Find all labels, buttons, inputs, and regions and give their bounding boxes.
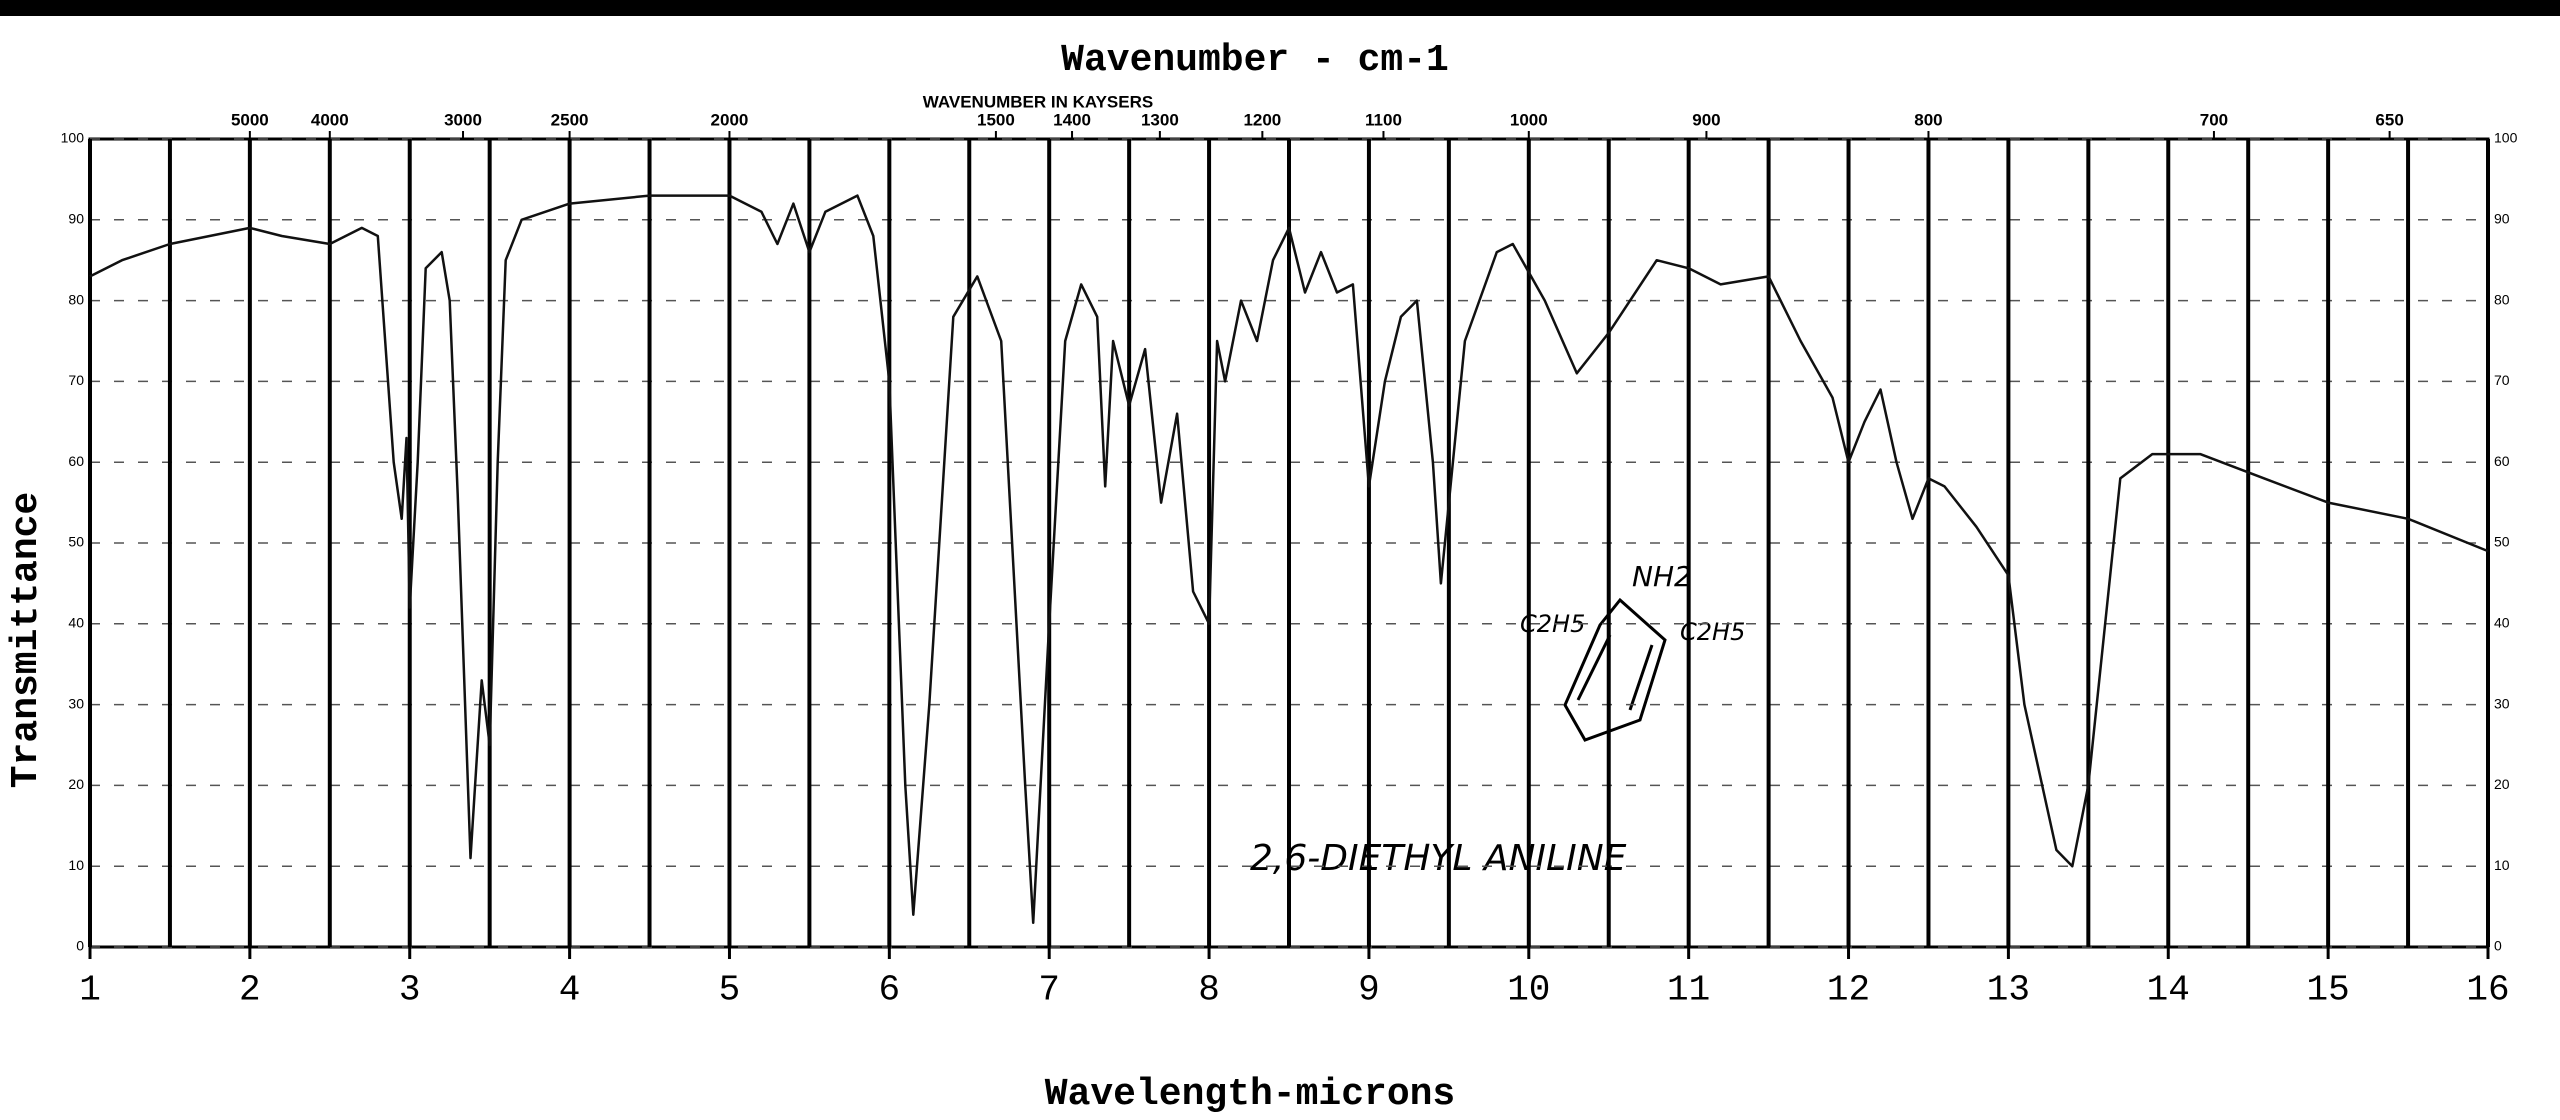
x2-tick-label: 1000 (1510, 110, 1548, 129)
y-tick-label: 0 (2494, 938, 2502, 954)
y-tick-label: 70 (2494, 372, 2510, 388)
y-tick-label: 50 (68, 534, 84, 550)
x-axis-label: Wavelength-microns (1045, 1073, 1455, 1116)
x2-tick-label: 900 (1692, 110, 1720, 129)
x2-tick-label: 4000 (311, 110, 349, 129)
x-tick-label: 11 (1667, 970, 1710, 1011)
y-tick-label: 20 (68, 776, 84, 792)
x-tick-label: 6 (879, 970, 901, 1011)
y-tick-label: 30 (68, 695, 84, 711)
x2-tick-label: 3000 (444, 110, 482, 129)
y-tick-label: 60 (68, 453, 84, 469)
x-tick-label: 13 (1987, 970, 2030, 1011)
y-tick-label: 60 (2494, 453, 2510, 469)
x-tick-label: 4 (559, 970, 581, 1011)
x-tick-label: 7 (1038, 970, 1060, 1011)
x-tick-label: 2 (239, 970, 261, 1011)
y-tick-label: 100 (61, 130, 85, 146)
x2-tick-label: 1200 (1243, 110, 1281, 129)
x2-tick-label: 1400 (1053, 110, 1091, 129)
chart-title: Wavenumber - cm-1 (1061, 39, 1449, 82)
y-tick-label: 40 (68, 615, 84, 631)
y-tick-label: 0 (76, 938, 84, 954)
y-tick-label: 80 (68, 291, 84, 307)
x2-tick-label: 800 (1914, 110, 1942, 129)
ring-bond (1576, 634, 1612, 701)
spectrum-line (89, 194, 2489, 925)
x-tick-label: 9 (1358, 970, 1380, 1011)
x-tick-label: 3 (399, 970, 421, 1011)
structure (1563, 597, 1667, 742)
structure-label: C2H5 (1680, 618, 1745, 646)
y-axis-label: Transmittance (5, 492, 48, 788)
y-tick-label: 30 (2494, 695, 2510, 711)
x-tick-label: 10 (1507, 970, 1550, 1011)
top-band (0, 0, 2560, 16)
x-tick-label: 8 (1198, 970, 1220, 1011)
y-tick-label: 80 (2494, 291, 2510, 307)
y-tick-label: 90 (68, 211, 84, 227)
x2-tick-label: 1100 (1365, 110, 1402, 129)
x2-tick-label: 2000 (711, 110, 749, 129)
compound-name: 2,6-DIETHYL ANILINE (1250, 838, 1627, 879)
y-tick-label: 10 (68, 857, 84, 873)
x2-tick-label: 5000 (231, 110, 269, 129)
x2-tick-label: 650 (2375, 110, 2403, 129)
x-tick-label: 14 (2147, 970, 2190, 1011)
y-tick-label: 70 (68, 372, 84, 388)
ring-bond (1628, 644, 1654, 711)
x2-axis-label: WAVENUMBER IN KAYSERS (923, 92, 1153, 111)
x2-tick-label: 700 (2200, 110, 2228, 129)
benzene-ring (1563, 597, 1667, 742)
x-tick-label: 5 (719, 970, 741, 1011)
y-tick-label: 100 (2494, 130, 2518, 146)
y-tick-label: 50 (2494, 534, 2510, 550)
x-tick-label: 15 (2307, 970, 2350, 1011)
x-tick-label: 1 (79, 970, 101, 1011)
y-tick-label: 10 (2494, 857, 2510, 873)
x2-tick-label: 1500 (977, 110, 1015, 129)
x-tick-label: 12 (1827, 970, 1870, 1011)
y-tick-label: 90 (2494, 211, 2510, 227)
x2-tick-label: 1300 (1141, 110, 1179, 129)
x-tick-label: 16 (2466, 970, 2509, 1011)
y-tick-label: 40 (2494, 615, 2510, 631)
x2-tick-label: 2500 (551, 110, 589, 129)
structure-label: NH2 (1632, 560, 1692, 593)
y-tick-label: 20 (2494, 776, 2510, 792)
